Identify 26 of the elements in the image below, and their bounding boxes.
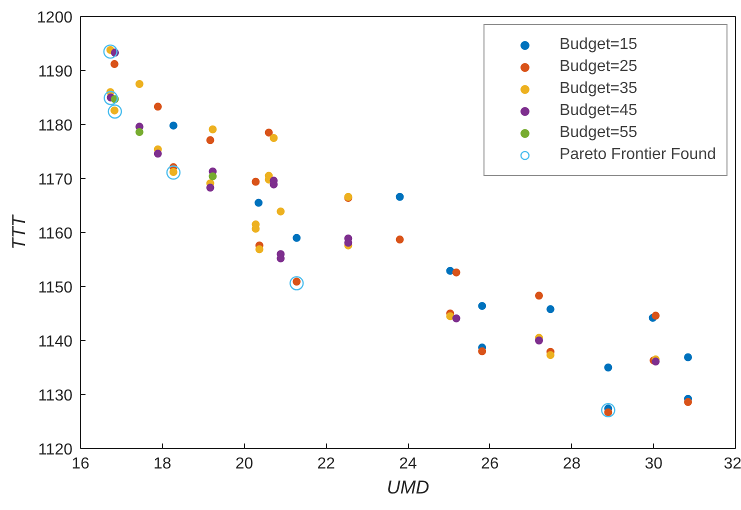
x-tick-label: 24 bbox=[399, 456, 417, 472]
legend-label: Budget=45 bbox=[559, 102, 638, 120]
x-tick-label: 18 bbox=[153, 456, 172, 472]
y-axis-title: TTT bbox=[8, 214, 29, 250]
x-tick-label: 32 bbox=[724, 456, 741, 472]
x-tick-label: 20 bbox=[235, 456, 254, 472]
x-tick-label: 26 bbox=[480, 456, 499, 472]
y-tick-label: 1180 bbox=[38, 118, 73, 134]
x-axis-title: UMD bbox=[386, 476, 430, 498]
y-tick-label: 1120 bbox=[38, 442, 73, 458]
y-tick-label: 1200 bbox=[36, 10, 73, 26]
legend-label: Pareto Frontier Found bbox=[559, 146, 716, 164]
x-tick-label: 28 bbox=[562, 456, 581, 472]
y-tick-label: 1170 bbox=[38, 172, 73, 188]
x-tick-label: 30 bbox=[644, 456, 663, 472]
legend-label: Budget=15 bbox=[559, 36, 638, 54]
legend-label: Budget=25 bbox=[559, 58, 638, 76]
legend-label: Budget=55 bbox=[559, 124, 638, 142]
x-tick-label: 22 bbox=[317, 456, 336, 472]
y-tick-label: 1160 bbox=[38, 226, 73, 242]
y-tick-label: 1150 bbox=[38, 280, 73, 296]
y-tick-label: 1140 bbox=[38, 334, 73, 350]
y-tick-label: 1130 bbox=[38, 388, 73, 404]
legend-label: Budget=35 bbox=[559, 80, 638, 98]
x-tick-label: 16 bbox=[72, 456, 90, 472]
y-tick-label: 1190 bbox=[38, 64, 73, 80]
